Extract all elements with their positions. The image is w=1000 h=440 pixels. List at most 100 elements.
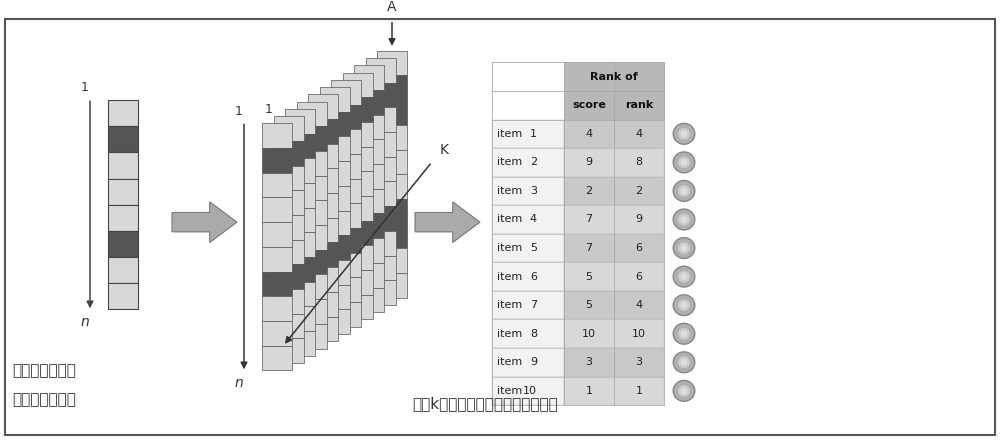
Bar: [320, 260, 350, 285]
Text: 10: 10: [582, 329, 596, 339]
Bar: [366, 181, 396, 206]
Bar: [308, 218, 338, 242]
Bar: [308, 144, 338, 169]
Bar: [320, 136, 350, 161]
Text: 面的相关性排序: 面的相关性排序: [12, 392, 76, 407]
Circle shape: [672, 265, 696, 288]
Text: 计算单个实验里: 计算单个实验里: [12, 363, 76, 378]
Bar: [274, 116, 304, 141]
Bar: [564, 62, 664, 91]
Bar: [377, 248, 407, 273]
Bar: [320, 285, 350, 309]
Bar: [331, 302, 361, 327]
Bar: [262, 173, 292, 198]
Text: item: item: [497, 129, 522, 139]
Text: 5: 5: [586, 271, 592, 282]
Circle shape: [674, 181, 694, 201]
Text: item: item: [497, 186, 522, 196]
Circle shape: [672, 380, 696, 402]
Text: 9: 9: [530, 357, 537, 367]
Text: 7: 7: [585, 214, 593, 224]
Circle shape: [681, 187, 688, 194]
Bar: [366, 280, 396, 305]
Bar: [354, 189, 384, 213]
Bar: [320, 211, 350, 235]
Circle shape: [681, 330, 688, 337]
Bar: [564, 91, 614, 120]
Bar: [320, 235, 350, 260]
Text: 3: 3: [530, 186, 537, 196]
Circle shape: [678, 157, 690, 168]
Text: 2: 2: [635, 186, 643, 196]
Text: 7: 7: [585, 243, 593, 253]
Text: 4: 4: [530, 214, 537, 224]
Text: 3: 3: [586, 357, 592, 367]
Text: A: A: [387, 0, 397, 14]
Text: 4: 4: [635, 129, 643, 139]
Text: item: item: [497, 357, 522, 367]
Bar: [342, 147, 372, 171]
Text: 9: 9: [635, 214, 643, 224]
Bar: [354, 139, 384, 164]
Bar: [342, 196, 372, 221]
Bar: [614, 91, 664, 120]
Bar: [331, 129, 361, 154]
Circle shape: [674, 324, 694, 344]
Bar: [262, 345, 292, 370]
Bar: [285, 208, 315, 232]
Text: 10: 10: [523, 386, 537, 396]
Bar: [297, 126, 327, 151]
Bar: [492, 148, 564, 176]
Bar: [492, 377, 564, 405]
Bar: [262, 296, 292, 321]
Bar: [274, 240, 304, 264]
Bar: [285, 109, 315, 134]
Bar: [354, 115, 384, 139]
Bar: [354, 90, 384, 115]
Circle shape: [672, 180, 696, 202]
Text: 8: 8: [635, 158, 643, 167]
Bar: [285, 257, 315, 282]
Circle shape: [672, 323, 696, 345]
Bar: [308, 119, 338, 144]
Text: 1: 1: [265, 103, 273, 116]
Bar: [274, 141, 304, 165]
Bar: [262, 247, 292, 271]
Bar: [262, 321, 292, 345]
Bar: [377, 100, 407, 125]
Text: 9: 9: [585, 158, 593, 167]
Bar: [285, 134, 315, 158]
Bar: [308, 193, 338, 218]
Text: 5: 5: [530, 243, 537, 253]
Circle shape: [672, 123, 696, 145]
Bar: [297, 275, 327, 299]
Bar: [331, 228, 361, 253]
Bar: [108, 257, 138, 283]
Text: 综合k个实验的各自结果得到总排名: 综合k个实验的各自结果得到总排名: [412, 396, 558, 411]
Text: 6: 6: [530, 271, 537, 282]
Text: Rank of: Rank of: [590, 72, 638, 82]
Circle shape: [681, 245, 688, 251]
Bar: [342, 171, 372, 196]
Bar: [320, 87, 350, 112]
Bar: [564, 148, 664, 176]
Text: 7: 7: [530, 300, 537, 310]
Bar: [366, 206, 396, 231]
Text: 5: 5: [586, 300, 592, 310]
Bar: [108, 283, 138, 309]
Text: 1: 1: [235, 105, 243, 117]
Bar: [274, 338, 304, 363]
Circle shape: [674, 381, 694, 400]
Bar: [297, 102, 327, 126]
Bar: [274, 314, 304, 338]
Circle shape: [681, 273, 688, 280]
Text: 10: 10: [632, 329, 646, 339]
Bar: [331, 105, 361, 129]
Bar: [274, 190, 304, 215]
Text: 1: 1: [81, 81, 89, 94]
Bar: [331, 154, 361, 179]
Bar: [366, 231, 396, 256]
Bar: [377, 273, 407, 298]
Bar: [108, 100, 138, 126]
Bar: [308, 169, 338, 193]
